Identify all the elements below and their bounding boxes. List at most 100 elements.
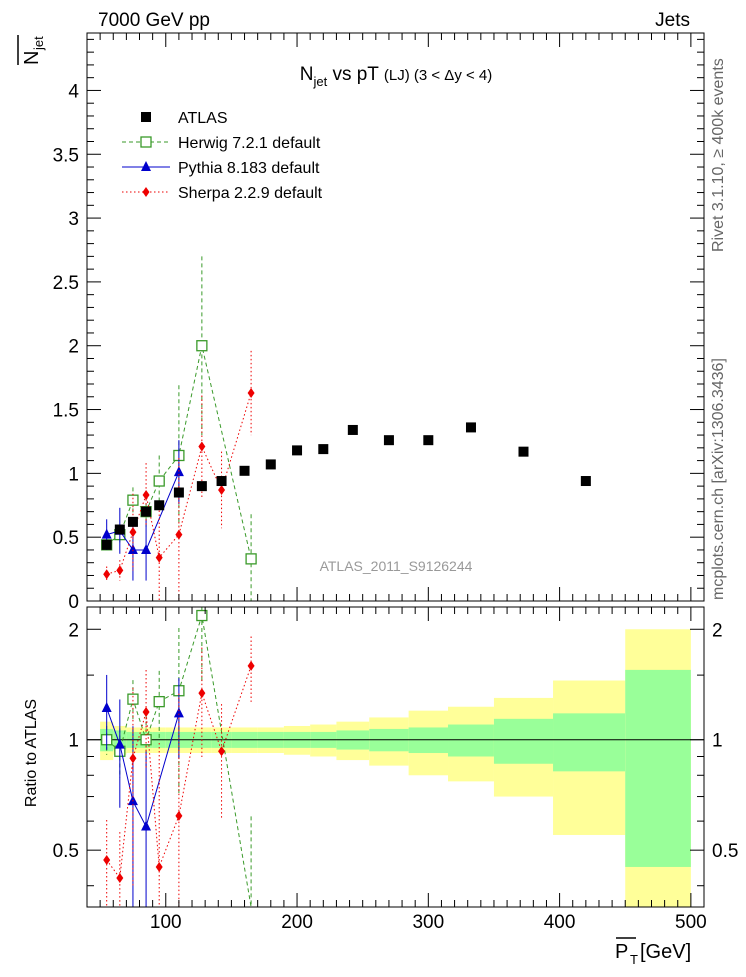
- sherpa-point: [129, 527, 137, 538]
- pythia-ratio-point: [114, 738, 125, 749]
- herwig-ratio-point: [153, 695, 165, 708]
- ratio-y-tick-label: 2: [68, 620, 79, 641]
- legend: ATLAS Herwig 7.2.1 default Pythia 8.183 de…: [122, 110, 323, 202]
- ratio-band-inner: [493, 718, 554, 764]
- atlas-point: [347, 424, 358, 435]
- ratio-y-tick-label-right: 1: [712, 731, 723, 752]
- legend-marker: [140, 136, 152, 148]
- atlas-point: [114, 524, 125, 535]
- rivet-label: Rivet 3.1.10, ≥ 400k events: [710, 58, 727, 252]
- legend-label: Herwig 7.2.1 default: [178, 135, 321, 152]
- sherpa-point: [142, 490, 150, 501]
- herwig-point: [127, 494, 139, 506]
- sherpa-ratio-point: [218, 746, 226, 757]
- pythia-ratio-point: [101, 702, 112, 713]
- y-tick-label: 3: [68, 209, 79, 230]
- ratio-axes: 100 200 300 400 500 0.5 0.5 1 1 2 2: [53, 607, 738, 933]
- herwig-point: [153, 475, 165, 487]
- atlas-point: [292, 445, 303, 456]
- x-axis-title-unit: [GeV]: [640, 941, 691, 963]
- main-marks: [101, 256, 591, 601]
- y-tick-label: 3.5: [53, 145, 79, 166]
- main-panel: ATLAS_2011_S9126244 Njet vs pT (LJ) (3 <…: [53, 32, 705, 613]
- atlas-point: [216, 476, 227, 487]
- ratio-panel: 100 200 300 400 500 0.5 0.5 1 1 2 2 Ratio to ATLAS: [23, 606, 738, 933]
- atlas-point: [580, 476, 591, 487]
- sherpa-ratio-point: [198, 688, 206, 699]
- energy-label: 7000 GeV pp: [98, 10, 210, 31]
- atlas-point: [518, 446, 529, 457]
- pythia-ratio-point: [173, 707, 184, 718]
- mcplots-label: mcplots.cern.ch [arXiv:1306.3436]: [710, 358, 727, 600]
- pythia-point: [101, 528, 112, 539]
- category-label: Jets: [655, 10, 690, 31]
- sherpa-point: [218, 484, 226, 495]
- x-tick-label: 400: [544, 912, 576, 933]
- ratio-band-inner: [448, 724, 494, 757]
- atlas-point: [127, 516, 138, 527]
- y-tick-label: 2: [68, 337, 79, 358]
- y-tick-label: 1.5: [53, 401, 79, 422]
- herwig-ratio-point: [196, 609, 208, 622]
- x-axis-title-main: P: [615, 941, 628, 963]
- chart-title-small: (LJ): [384, 67, 410, 84]
- x-axis-title: P T [GeV]: [615, 937, 691, 967]
- x-tick-label: 500: [675, 912, 707, 933]
- y-tick-label: 4: [68, 81, 79, 102]
- atlas-point: [101, 539, 112, 550]
- sherpa-ratio-point: [155, 861, 163, 872]
- herwig-point: [245, 553, 257, 565]
- chart-title-mid: vs pT: [327, 64, 384, 85]
- sherpa-ratio-point: [247, 660, 255, 671]
- main-axes: 0 0.5 1 1.5 2 2.5 3 3.5 4: [53, 33, 704, 613]
- atlas-point: [239, 465, 250, 476]
- ratio-y-tick-label: 0.5: [53, 841, 79, 862]
- atlas-point: [196, 481, 207, 492]
- sherpa-point: [103, 569, 111, 580]
- ratio-band-inner: [553, 713, 626, 772]
- legend-label: ATLAS: [178, 110, 228, 127]
- chart-title-base: N: [300, 64, 314, 85]
- y-axis-title-main: N: [21, 51, 43, 65]
- sherpa-ratio-point: [142, 707, 150, 717]
- herwig-ratio-point: [127, 693, 139, 705]
- herwig-ratio-line: [106, 615, 252, 908]
- chart-title-sub: jet: [312, 74, 327, 89]
- sherpa-point: [116, 565, 124, 576]
- sherpa-ratio-point: [175, 810, 183, 821]
- legend-label: Pythia 8.183 default: [178, 160, 320, 177]
- sherpa-point: [155, 552, 163, 563]
- y-tick-label: 2.5: [53, 273, 79, 294]
- x-tick-label: 100: [150, 912, 182, 933]
- legend-label: Sherpa 2.2.9 default: [178, 185, 323, 202]
- y-tick-label: 0.5: [53, 528, 79, 549]
- main-frame: [86, 32, 705, 602]
- pythia-ratio-line: [106, 707, 180, 828]
- atlas-point: [265, 459, 276, 470]
- atlas-point: [423, 435, 434, 446]
- sherpa-point: [198, 441, 206, 452]
- herwig-point: [196, 340, 208, 352]
- atlas-point: [383, 435, 394, 446]
- y-tick-label: 0: [68, 592, 79, 613]
- y-axis-title: N jet: [17, 35, 46, 65]
- ratio-marks: [87, 607, 704, 908]
- chart-title-range: (3 < Δy < 4): [410, 67, 493, 84]
- atlas-point: [154, 500, 165, 511]
- pythia-point: [141, 543, 152, 554]
- atlas-point: [318, 444, 329, 455]
- legend-marker: [141, 112, 151, 122]
- x-tick-label: 200: [281, 912, 313, 933]
- chart-title: Njet vs pT (LJ) (3 < Δy < 4): [300, 64, 493, 89]
- sherpa-ratio-point: [129, 753, 137, 764]
- ratio-band-inner: [625, 669, 691, 867]
- x-axis-title-sub: T: [630, 952, 638, 967]
- watermark: ATLAS_2011_S9126244: [320, 558, 473, 574]
- ratio-y-tick-label-right: 2: [712, 620, 723, 641]
- ratio-y-tick-label: 1: [68, 731, 79, 752]
- ratio-band-inner: [408, 727, 449, 754]
- atlas-point: [465, 422, 476, 433]
- ratio-y-tick-label-right: 0.5: [712, 841, 738, 862]
